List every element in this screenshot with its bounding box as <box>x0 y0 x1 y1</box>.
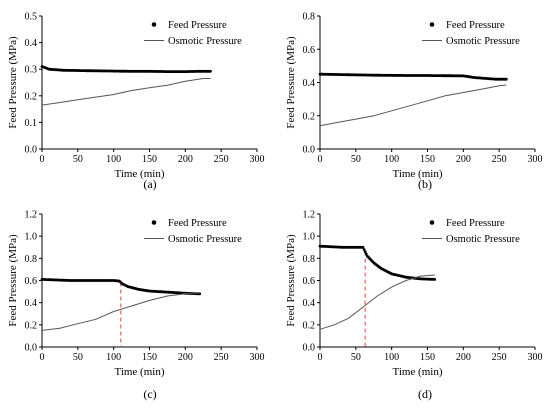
legend-feed-marker <box>151 22 157 27</box>
x-tick-label: 100 <box>106 154 121 165</box>
y-tick-label: 0.6 <box>303 45 316 56</box>
y-tick-label: 1.0 <box>25 232 38 243</box>
y-axis-title: Feed Pressure (MPa) <box>285 234 297 327</box>
y-tick-label: 0.6 <box>303 276 316 287</box>
legend-osmotic-label: Osmotic Pressure <box>168 234 242 245</box>
y-tick-label: 0.4 <box>25 298 38 309</box>
x-tick-label: 250 <box>214 154 229 165</box>
x-tick-label: 100 <box>384 154 399 165</box>
y-tick-label: 0.0 <box>25 145 38 156</box>
y-axis-title: Feed Pressure (MPa) <box>7 36 19 129</box>
x-tick-label: 50 <box>73 352 83 363</box>
y-tick-label: 1.0 <box>303 232 316 243</box>
x-tick-label: 50 <box>351 352 361 363</box>
legend-osmotic-label: Osmotic Pressure <box>168 36 242 47</box>
x-tick-label: 300 <box>528 154 543 165</box>
feed-pressure-point <box>361 245 365 249</box>
x-axis-title: Time (min) <box>392 366 442 378</box>
y-tick-label: 0.2 <box>303 320 316 331</box>
x-tick-label: 200 <box>456 154 471 165</box>
legend-feed-marker <box>429 22 435 27</box>
legend-feed-label: Feed Pressure <box>446 218 505 229</box>
x-tick-label: 0 <box>318 154 323 165</box>
y-tick-label: 0.2 <box>25 91 38 102</box>
x-tick-label: 0 <box>318 352 323 363</box>
feed-pressure-point <box>504 77 508 81</box>
legend-feed-marker <box>429 220 435 225</box>
y-tick-label: 0.0 <box>25 343 38 354</box>
x-tick-label: 50 <box>73 154 83 165</box>
y-tick-label: 0.2 <box>303 111 316 122</box>
panel-label: (b) <box>418 177 432 191</box>
osmotic-pressure-line <box>319 274 435 330</box>
x-tick-label: 250 <box>214 352 229 363</box>
x-tick-label: 200 <box>456 352 471 363</box>
x-tick-label: 100 <box>106 352 121 363</box>
y-tick-label: 0.4 <box>303 78 316 89</box>
y-tick-label: 0.4 <box>25 38 38 49</box>
feed-pressure-point <box>433 278 437 281</box>
osmotic-pressure-line <box>41 78 211 106</box>
x-axis-title: Time (min) <box>114 168 164 180</box>
legend-osmotic-label: Osmotic Pressure <box>446 36 520 47</box>
x-tick-label: 200 <box>178 154 193 165</box>
y-tick-label: 0.8 <box>25 254 38 265</box>
y-tick-label: 0.8 <box>303 254 316 265</box>
x-tick-label: 250 <box>492 154 507 165</box>
x-tick-label: 150 <box>420 154 435 165</box>
x-tick-label: 50 <box>351 154 361 165</box>
legend-feed-label: Feed Pressure <box>168 218 227 229</box>
x-tick-label: 300 <box>250 352 265 363</box>
y-axis-title: Feed Pressure (MPa) <box>7 234 19 327</box>
legend-feed-marker <box>151 220 157 225</box>
feed-pressure-point <box>362 248 366 251</box>
y-tick-label: 0.0 <box>303 145 316 156</box>
feed-pressure-point <box>364 252 368 256</box>
x-tick-label: 0 <box>40 352 45 363</box>
y-tick-label: 1.2 <box>25 210 38 221</box>
osmotic-pressure-line <box>319 84 507 127</box>
x-tick-label: 150 <box>420 352 435 363</box>
legend-feed-label: Feed Pressure <box>168 20 227 31</box>
x-tick-label: 300 <box>528 352 543 363</box>
x-tick-label: 300 <box>250 154 265 165</box>
y-tick-label: 1.2 <box>303 210 316 221</box>
x-tick-label: 150 <box>142 352 157 363</box>
y-tick-label: 0.1 <box>25 118 38 129</box>
y-tick-label: 0.2 <box>25 320 38 331</box>
x-tick-label: 150 <box>142 154 157 165</box>
x-tick-label: 100 <box>384 352 399 363</box>
x-tick-label: 0 <box>40 154 45 165</box>
y-tick-label: 0.5 <box>25 12 38 23</box>
x-axis-title: Time (min) <box>392 168 442 180</box>
panel-label: (d) <box>418 387 432 401</box>
x-axis-title: Time (min) <box>114 366 164 378</box>
feed-pressure-point <box>363 250 367 254</box>
x-tick-label: 200 <box>178 352 193 363</box>
y-tick-label: 0.3 <box>25 65 38 76</box>
y-tick-label: 0.8 <box>303 12 316 23</box>
panel-label: (c) <box>143 387 156 401</box>
panel-label: (a) <box>143 177 156 191</box>
x-tick-label: 250 <box>492 352 507 363</box>
osmotic-pressure-line <box>41 292 200 331</box>
y-tick-label: 0.6 <box>25 276 38 287</box>
y-tick-label: 0.4 <box>303 298 316 309</box>
y-tick-label: 0.0 <box>303 343 316 354</box>
y-axis-title: Feed Pressure (MPa) <box>285 36 297 129</box>
legend-feed-label: Feed Pressure <box>446 20 505 31</box>
legend-osmotic-label: Osmotic Pressure <box>446 234 520 245</box>
feed-pressure-point <box>209 69 212 73</box>
